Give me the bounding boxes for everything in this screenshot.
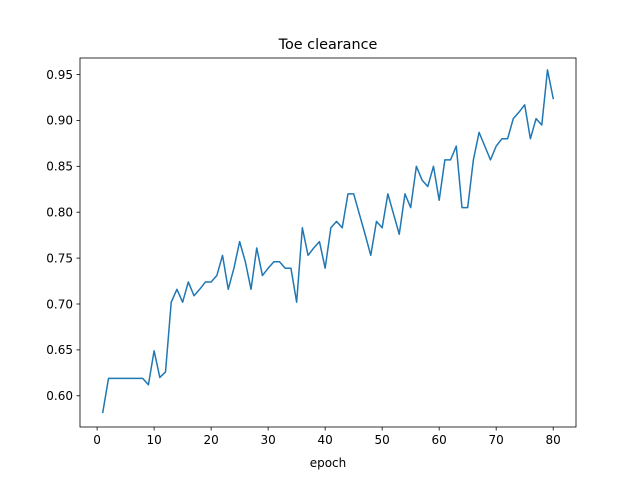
x-tick-label: 80 <box>546 433 561 447</box>
plot-frame <box>79 57 577 428</box>
x-tick-label: 40 <box>318 433 333 447</box>
y-tick-label: 0.75 <box>46 251 73 265</box>
y-tick-label: 0.60 <box>46 389 73 403</box>
x-tick-label: 30 <box>260 433 275 447</box>
x-tick-label: 50 <box>375 433 390 447</box>
x-tick-label: 0 <box>93 433 101 447</box>
x-tick-label: 10 <box>146 433 161 447</box>
x-tick-label: 70 <box>489 433 504 447</box>
y-tick-label: 0.90 <box>46 114 73 128</box>
y-tick-label: 0.70 <box>46 297 73 311</box>
plot-area: 0 10 20 30 40 50 60 70 80 0.60 0.65 0.70 0.75 0.80 0.8… <box>46 57 577 447</box>
y-tick-label: 0.80 <box>46 206 73 220</box>
series-line-0 <box>101 69 555 414</box>
y-tick-label: 0.85 <box>46 160 73 174</box>
x-tick-label: 20 <box>203 433 218 447</box>
x-tick-label: 60 <box>432 433 447 447</box>
chart-title: Toe clearance <box>278 37 378 53</box>
y-tick-label: 0.65 <box>46 343 73 357</box>
x-axis-label: epoch <box>310 456 347 470</box>
y-tick-label: 0.95 <box>46 68 73 82</box>
